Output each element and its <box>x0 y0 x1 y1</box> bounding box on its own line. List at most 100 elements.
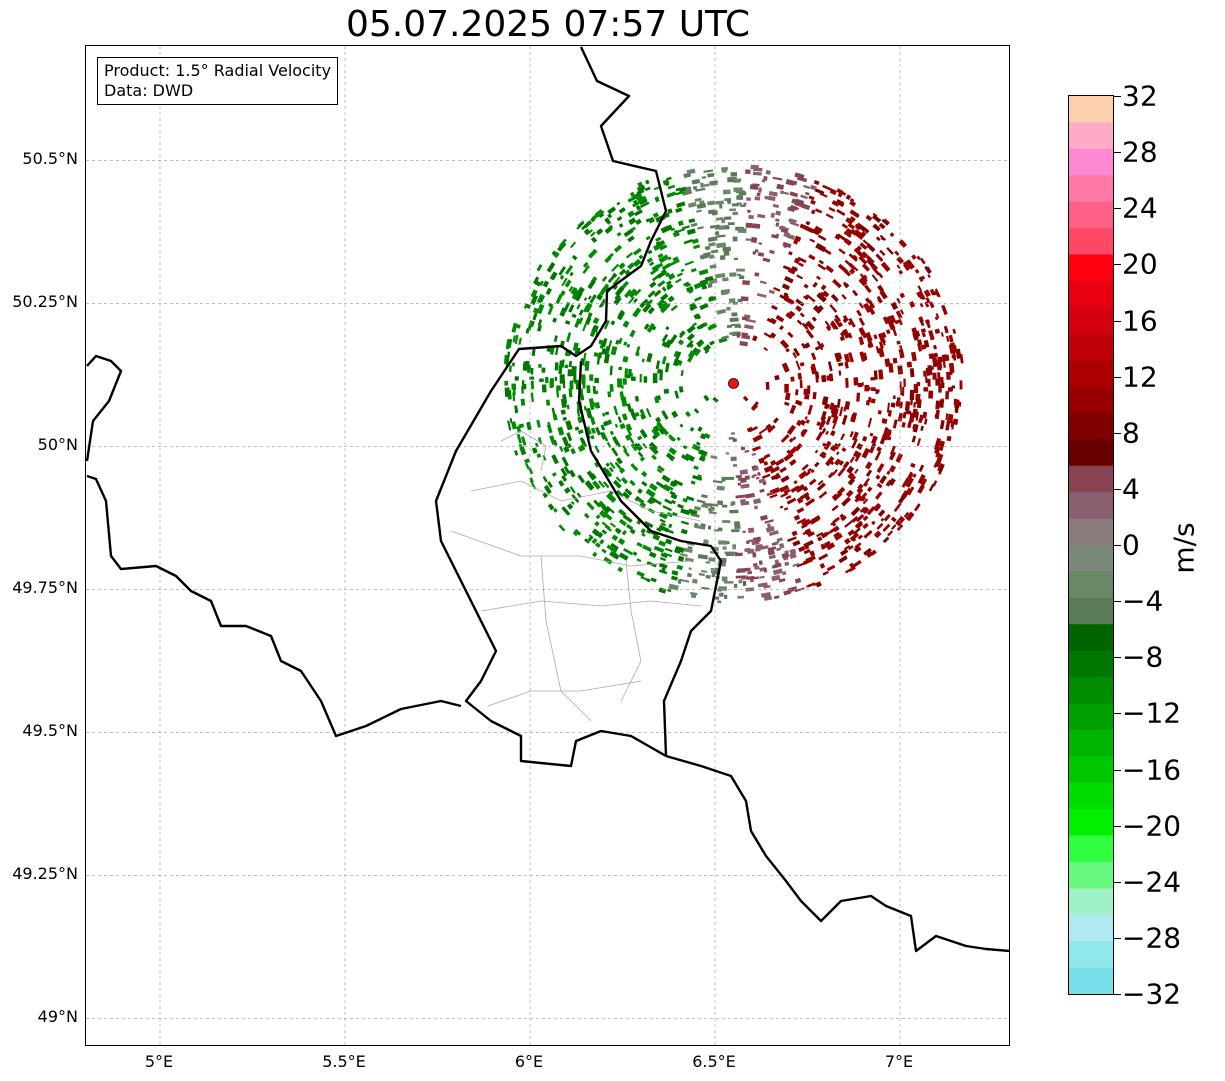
colorbar-segment <box>1069 518 1113 546</box>
country-border <box>577 360 723 757</box>
lat-tick-label: 50.25°N <box>12 292 78 312</box>
country-border <box>434 46 668 768</box>
colorbar-tick-label: −24 <box>1122 865 1182 899</box>
colorbar-tick-label: −12 <box>1122 696 1182 730</box>
colorbar-tick-mark <box>1114 657 1121 659</box>
district-border <box>470 480 702 522</box>
colorbar-segment <box>1069 412 1113 440</box>
district-border <box>540 555 592 722</box>
colorbar-segment <box>1069 809 1113 837</box>
colorbar-segment <box>1069 861 1113 889</box>
colorbar-segment <box>1069 756 1113 784</box>
country-border <box>86 354 123 462</box>
info-box: Product: 1.5° Radial Velocity Data: DWD <box>97 57 339 105</box>
colorbar-segment <box>1069 571 1113 599</box>
colorbar-tick-mark <box>1114 994 1121 995</box>
colorbar-tick-label: 20 <box>1122 247 1158 281</box>
colorbar-tick-mark <box>1114 937 1121 939</box>
colorbar-segment <box>1069 96 1113 124</box>
lon-tick-label: 5.5°E <box>322 1052 366 1071</box>
district-border <box>487 680 642 707</box>
colorbar-tick-mark <box>1114 96 1121 97</box>
lon-tick-label: 6°E <box>514 1052 544 1071</box>
district-border <box>500 430 547 472</box>
colorbar <box>1068 95 1114 995</box>
colorbar-segment <box>1069 677 1113 705</box>
colorbar-segment <box>1069 307 1113 335</box>
colorbar-tick-label: −32 <box>1122 977 1182 1011</box>
colorbar-segment <box>1069 967 1113 994</box>
lat-tick-label: 50°N <box>37 435 78 455</box>
district-border <box>620 560 642 702</box>
colorbar-segment <box>1069 914 1113 942</box>
lat-tick-label: 49.5°N <box>22 721 78 741</box>
lat-tick-label: 50.5°N <box>22 149 78 169</box>
data-source-label: Data: DWD <box>104 81 194 100</box>
colorbar-tick-mark <box>1114 432 1121 434</box>
colorbar-tick-label: 4 <box>1122 472 1140 506</box>
colorbar-segment <box>1069 175 1113 203</box>
colorbar-segment <box>1069 703 1113 731</box>
colorbar-tick-mark <box>1114 713 1121 715</box>
radar-site-marker <box>728 378 739 389</box>
colorbar-tick-mark <box>1114 769 1121 771</box>
colorbar-segment <box>1069 624 1113 652</box>
colorbar-segment <box>1069 835 1113 863</box>
colorbar-segment <box>1069 729 1113 757</box>
colorbar-segment <box>1069 333 1113 361</box>
colorbar-segment <box>1069 492 1113 520</box>
lat-tick-label: 49°N <box>37 1007 78 1027</box>
lat-tick-label: 49.25°N <box>12 864 78 884</box>
colorbar-tick-label: 16 <box>1122 304 1158 337</box>
colorbar-tick-label: −20 <box>1122 809 1182 843</box>
colorbar-tick-mark <box>1114 488 1121 490</box>
map-canvas <box>86 46 1009 1045</box>
colorbar-segment <box>1069 465 1113 493</box>
district-border <box>450 530 692 567</box>
lon-tick-label: 6.5°E <box>692 1052 736 1071</box>
colorbar-segment <box>1069 650 1113 678</box>
radar-echo <box>503 164 964 604</box>
colorbar-segment <box>1069 360 1113 388</box>
lon-tick-label: 7°E <box>884 1052 914 1071</box>
product-label: Product: 1.5° Radial Velocity <box>104 61 332 80</box>
colorbar-tick-label: −4 <box>1122 584 1164 618</box>
colorbar-segment <box>1069 280 1113 308</box>
colorbar-tick-label: 0 <box>1122 528 1140 562</box>
colorbar-tick-label: 24 <box>1122 191 1158 225</box>
colorbar-segment <box>1069 148 1113 176</box>
colorbar-segment <box>1069 201 1113 229</box>
colorbar-segment <box>1069 545 1113 573</box>
colorbar-tick-mark <box>1114 545 1121 546</box>
colorbar-tick-mark <box>1114 208 1121 210</box>
colorbar-tick-mark <box>1114 264 1121 266</box>
colorbar-segment <box>1069 888 1113 916</box>
colorbar-tick-mark <box>1114 376 1121 378</box>
country-border <box>86 474 462 738</box>
colorbar-tick-mark <box>1114 881 1121 883</box>
colorbar-segment <box>1069 254 1113 282</box>
colorbar-tick-label: 8 <box>1122 416 1140 450</box>
colorbar-segment <box>1069 597 1113 625</box>
colorbar-segment <box>1069 122 1113 150</box>
colorbar-tick-mark <box>1114 825 1121 827</box>
map-title: 05.07.2025 07:57 UTC <box>345 4 751 45</box>
colorbar-tick-label: 32 <box>1122 79 1158 113</box>
colorbar-segment <box>1069 941 1113 969</box>
lat-tick-label: 49.75°N <box>12 578 78 598</box>
colorbar-tick-label: −16 <box>1122 753 1182 786</box>
colorbar-tick-mark <box>1114 601 1121 603</box>
colorbar-segment <box>1069 228 1113 256</box>
colorbar-segment <box>1069 386 1113 414</box>
colorbar-gradient <box>1069 96 1113 994</box>
country-border <box>665 754 1009 953</box>
lon-tick-label: 5°E <box>144 1052 174 1071</box>
colorbar-unit-label: m/s <box>1167 522 1201 574</box>
colorbar-tick-label: 28 <box>1122 135 1158 169</box>
colorbar-segment <box>1069 439 1113 467</box>
colorbar-tick-mark <box>1114 152 1121 154</box>
district-border <box>480 600 702 612</box>
colorbar-tick-label: −8 <box>1122 640 1164 674</box>
colorbar-segment <box>1069 782 1113 810</box>
map-area[interactable] <box>85 45 1010 1046</box>
